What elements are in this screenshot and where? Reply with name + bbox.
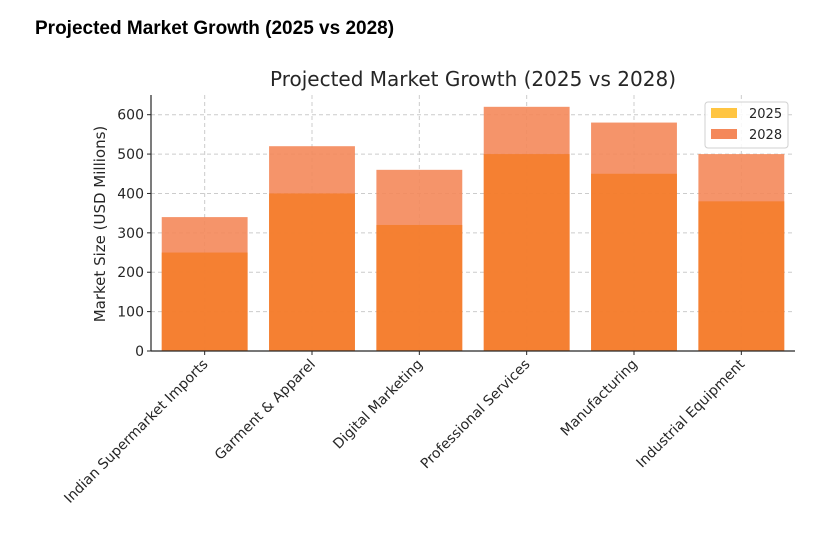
bar-2025 <box>698 201 785 351</box>
bar-2025 <box>161 252 248 351</box>
y-ticks: 0 100 200 300 400 500 600 <box>117 108 151 360</box>
axes <box>150 95 795 352</box>
legend-label: 2025 <box>749 107 782 122</box>
x-tick-label: Garment & Apparel <box>212 357 319 464</box>
y-tick-label: 400 <box>117 186 144 202</box>
y-tick-label: 0 <box>135 344 144 360</box>
x-tick-label: Professional Services <box>418 357 534 473</box>
x-tick-label: Indian Supermarket Imports <box>61 357 211 507</box>
bar-2025 <box>591 173 677 351</box>
bars <box>161 106 785 351</box>
y-tick-label: 600 <box>117 108 144 124</box>
legend-label: 2028 <box>749 128 782 143</box>
legend-swatch-2025 <box>711 108 737 118</box>
legend: 2025 2028 <box>704 101 789 149</box>
y-tick-label: 100 <box>117 305 144 321</box>
y-tick-label: 300 <box>117 226 144 242</box>
y-tick-label: 500 <box>117 147 144 163</box>
y-axis-label: Market Size (USD Millions) <box>91 126 109 323</box>
bar-2025 <box>376 224 463 351</box>
x-tick-label: Manufacturing <box>558 357 641 440</box>
y-tick-label: 200 <box>117 265 144 281</box>
bar-2025 <box>269 193 355 351</box>
legend-swatch-2028 <box>711 129 737 139</box>
x-tick-label: Digital Marketing <box>330 357 426 453</box>
bar-2025 <box>483 154 570 351</box>
x-ticks: Indian Supermarket Imports Garment & Appa… <box>61 351 749 507</box>
page-title: Projected Market Growth (2025 vs 2028) <box>35 18 395 39</box>
chart-title: Projected Market Growth (2025 vs 2028) <box>270 67 676 91</box>
x-tick-label: Industrial Equipment <box>634 356 749 471</box>
